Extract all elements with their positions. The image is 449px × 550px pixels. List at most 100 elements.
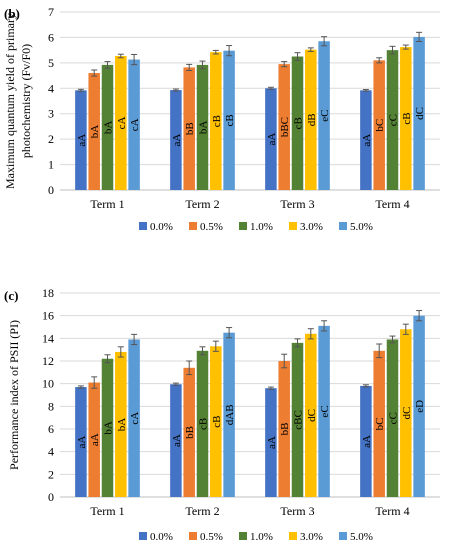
- bar-data-label: dAB: [224, 404, 236, 425]
- x-tick-label: Term 2: [185, 504, 219, 518]
- bar-data-label: aA: [266, 133, 278, 146]
- y-tick-label: 1: [48, 158, 54, 172]
- x-tick-label: Term 3: [280, 197, 314, 211]
- bar: [101, 358, 114, 497]
- bar-data-label: dC: [306, 409, 318, 422]
- legend-label: 0.5%: [200, 531, 223, 543]
- bar: [265, 388, 277, 497]
- legend-swatch: [239, 532, 247, 540]
- x-tick-label: Term 1: [90, 197, 124, 211]
- legend-label: 0.5%: [200, 221, 223, 233]
- bar: [196, 64, 209, 190]
- bar: [291, 56, 304, 190]
- bar: [75, 90, 87, 190]
- bar-data-label: dC: [414, 107, 426, 120]
- bar: [400, 329, 412, 497]
- bar-data-label: cBC: [293, 410, 305, 430]
- y-tick-label: 12: [42, 354, 54, 368]
- y-tick-label: 16: [42, 309, 54, 323]
- bar-data-label: cB: [198, 418, 210, 430]
- bar-data-label: aA: [171, 434, 183, 447]
- panel-label: (c): [4, 288, 18, 303]
- bar: [318, 325, 330, 497]
- bar-data-label: bC: [374, 119, 386, 132]
- bar: [128, 339, 140, 497]
- y-tick-label: 6: [48, 30, 54, 44]
- y-tick-label: 7: [48, 5, 54, 19]
- bar-data-label: cB: [224, 114, 236, 126]
- bar: [183, 367, 195, 497]
- bar-data-label: cB: [401, 112, 413, 124]
- bar: [400, 47, 412, 190]
- legend-label: 5.0%: [350, 221, 373, 233]
- legend-swatch: [339, 222, 347, 230]
- bar: [101, 64, 114, 190]
- bar-data-label: dB: [306, 113, 318, 126]
- legend-swatch: [289, 532, 297, 540]
- x-tick-label: Term 4: [375, 504, 409, 518]
- bar: [170, 384, 182, 497]
- y-tick-label: 14: [42, 331, 54, 345]
- bar-data-label: bA: [103, 121, 115, 134]
- y-tick-label: 4: [48, 445, 54, 459]
- y-tick-label: 2: [48, 467, 54, 481]
- bar-data-label: cC: [388, 412, 400, 424]
- bar-data-label: aA: [89, 433, 101, 446]
- bar: [196, 350, 209, 497]
- bar: [278, 64, 290, 190]
- y-tick-label: 8: [48, 399, 54, 413]
- bar-data-label: aA: [171, 134, 183, 147]
- bar-data-label: aA: [266, 436, 278, 449]
- legend-swatch: [239, 222, 247, 230]
- legend-label: 1.0%: [250, 221, 273, 233]
- bar: [305, 333, 317, 497]
- bar: [373, 60, 385, 190]
- bar-data-label: bB: [279, 423, 291, 436]
- y-tick-label: 0: [48, 183, 54, 197]
- bar: [265, 88, 277, 190]
- bar-data-label: eC: [319, 405, 331, 417]
- bar-data-label: bC: [374, 417, 386, 430]
- bar: [413, 36, 425, 190]
- bar: [223, 332, 235, 497]
- bar-data-label: bA: [116, 418, 128, 432]
- bar: [386, 50, 399, 191]
- bar: [291, 342, 304, 497]
- bar: [360, 385, 372, 497]
- legend-swatch: [289, 222, 297, 230]
- bar: [305, 49, 317, 191]
- bar: [278, 361, 290, 497]
- bar-data-label: bB: [184, 122, 196, 135]
- y-tick-label: 3: [48, 107, 54, 121]
- bar: [373, 350, 385, 497]
- bar: [210, 346, 222, 497]
- legend-label: 5.0%: [350, 531, 373, 543]
- x-tick-label: Term 2: [185, 197, 219, 211]
- bar: [115, 351, 127, 497]
- bar: [88, 73, 100, 190]
- bar-data-label: aA: [76, 436, 88, 449]
- legend-label: 0.0%: [150, 531, 173, 543]
- bar: [88, 382, 100, 497]
- legend-swatch: [189, 532, 197, 540]
- y-tick-label: 2: [48, 132, 54, 146]
- legend-swatch: [189, 222, 197, 230]
- y-tick-label: 0: [48, 490, 54, 504]
- bar-data-label: bA: [89, 125, 101, 139]
- y-tick-label: 4: [48, 81, 54, 95]
- legend-label: 0.0%: [150, 221, 173, 233]
- bar: [223, 50, 235, 190]
- bar-data-label: cB: [211, 416, 223, 428]
- bar-data-label: bBC: [279, 117, 291, 137]
- legend-label: 3.0%: [300, 221, 323, 233]
- y-tick-label: 6: [48, 422, 54, 436]
- bar: [115, 55, 127, 191]
- bar: [413, 315, 425, 497]
- bar: [360, 90, 372, 190]
- x-tick-label: Term 4: [375, 197, 409, 211]
- y-tick-label: 18: [42, 286, 54, 300]
- bar: [75, 387, 87, 497]
- bar-data-label: bA: [198, 121, 210, 134]
- bar-data-label: aA: [361, 435, 373, 448]
- legend-swatch: [339, 532, 347, 540]
